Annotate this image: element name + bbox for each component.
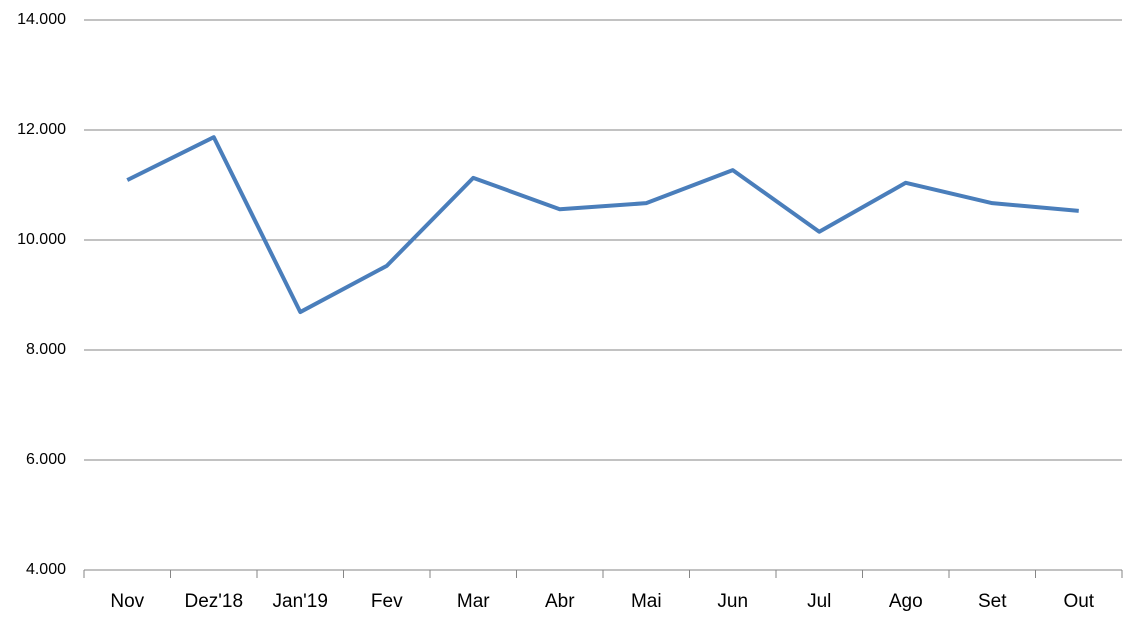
x-tick-label: Ago <box>889 591 923 612</box>
y-tick-label: 10.000 <box>17 231 66 248</box>
y-tick-label: 4.000 <box>26 561 66 578</box>
y-tick-label: 12.000 <box>17 121 66 138</box>
x-tick-label: Fev <box>371 591 403 612</box>
x-tick-label: Mar <box>457 591 490 612</box>
line <box>126 135 1079 315</box>
y-tick-label: 14.000 <box>17 11 66 28</box>
x-tick-label: Mai <box>631 591 662 612</box>
y-tick-label: 8.000 <box>26 341 66 358</box>
x-tick-label: Jan'19 <box>273 591 328 612</box>
x-tick-label: Set <box>978 591 1007 612</box>
x-tick-label: Dez'18 <box>184 591 243 612</box>
y-tick-label: 6.000 <box>26 451 66 468</box>
x-tick-label: Nov <box>110 591 144 612</box>
x-tick-label: Abr <box>545 591 575 612</box>
x-tick-label: Out <box>1063 591 1094 612</box>
x-tick-label: Jul <box>807 591 831 612</box>
x-tick-label: Jun <box>717 591 748 612</box>
